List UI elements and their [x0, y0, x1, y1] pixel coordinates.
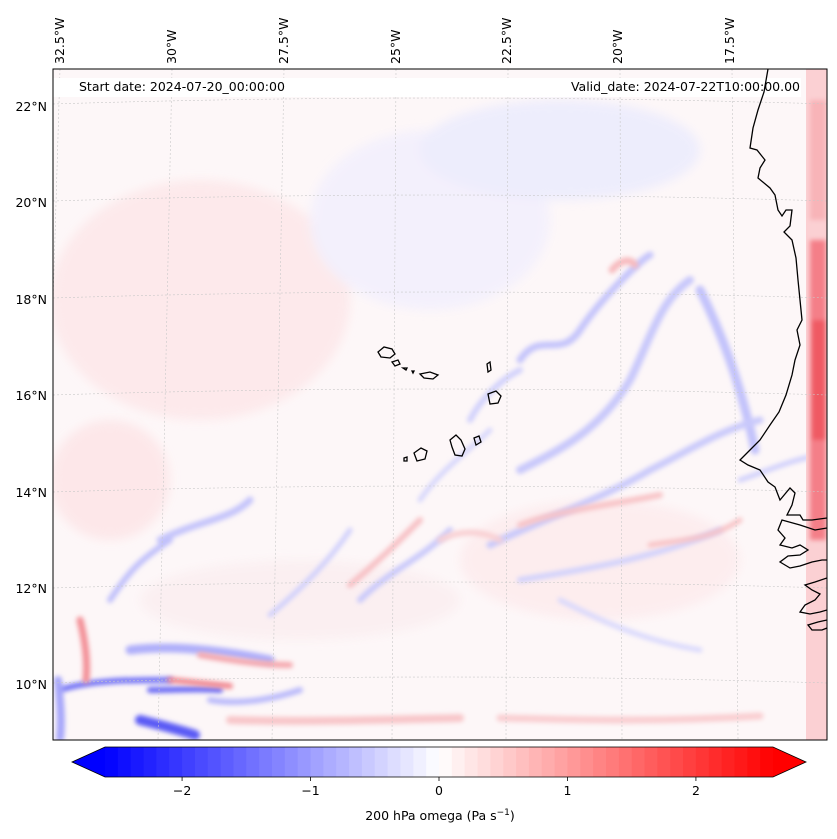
colorbar-cell: [657, 747, 671, 777]
colorbar-tick-label: 2: [692, 783, 700, 798]
colorbar-cell: [477, 747, 491, 777]
colorbar-cell: [541, 747, 556, 777]
colorbar-ticks: −2 −1 0 1 2: [173, 777, 700, 798]
colorbar-cell: [464, 747, 479, 777]
colorbar-cell: [182, 747, 196, 777]
colorbar-cell: [130, 747, 145, 777]
colorbar-cell: [374, 747, 389, 777]
lat-label: 20°N: [15, 195, 47, 210]
colorbar-cell: [297, 747, 312, 777]
colorbar-cell: [670, 747, 684, 777]
colorbar-cell: [169, 747, 183, 777]
colorbar-cell: [439, 747, 453, 777]
colorbar-label: 200 hPa omega (Pa s−1): [365, 808, 515, 823]
colorbar-cell: [567, 747, 581, 777]
colorbar-cell: [310, 747, 324, 777]
colorbar-cells: [105, 747, 774, 777]
lon-label: 22.5°W: [499, 18, 514, 64]
header-band: [53, 78, 801, 97]
colorbar-cell: [220, 747, 235, 777]
colorbar-cell: [246, 747, 260, 777]
colorbar-cell: [400, 747, 414, 777]
colorbar-cell: [516, 747, 530, 777]
start-date-label: Start date: 2024-07-20_00:00:00: [79, 79, 285, 94]
lat-label: 10°N: [15, 677, 47, 692]
colorbar-cell: [451, 747, 466, 777]
map-frame: [52, 68, 828, 741]
colorbar-cell: [284, 747, 299, 777]
colorbar-cell: [143, 747, 157, 777]
colorbar-cell: [105, 747, 119, 777]
colorbar-cell: [580, 747, 594, 777]
colorbar-cell: [323, 747, 337, 777]
colorbar-cell: [503, 747, 517, 777]
colorbar-cell: [156, 747, 170, 777]
colorbar-cell: [695, 747, 710, 777]
colorbar-cell: [721, 747, 736, 777]
lon-label: 17.5°W: [722, 18, 737, 64]
omega-field: [53, 69, 827, 740]
lat-label: 14°N: [15, 485, 47, 500]
colorbar-outline: [71, 746, 807, 778]
lon-label: 20°W: [610, 29, 625, 64]
colorbar-cell: [259, 747, 273, 777]
colorbar-min-extension: [72, 747, 105, 777]
colorbar: −2 −1 0 1 2 200 hPa omega (Pa s−1): [71, 746, 807, 823]
lon-label: 32.5°W: [52, 18, 67, 64]
lat-label: 16°N: [15, 388, 47, 403]
colorbar-cell: [606, 747, 620, 777]
colorbar-cell: [207, 747, 222, 777]
colorbar-max-extension: [773, 747, 806, 777]
colorbar-cell: [528, 747, 543, 777]
colorbar-cell: [336, 747, 350, 777]
colorbar-cell: [349, 747, 363, 777]
valid-date-label: Valid_date: 2024-07-22T10:00:00.00: [571, 79, 800, 94]
colorbar-tick-label: 0: [435, 783, 443, 798]
colorbar-tick-label: −2: [173, 783, 191, 798]
colorbar-cell: [117, 747, 132, 777]
colorbar-cell: [361, 747, 376, 777]
colorbar-tick-label: −1: [301, 783, 319, 798]
colorbar-cell: [233, 747, 247, 777]
colorbar-cell: [426, 747, 440, 777]
colorbar-cell: [554, 747, 569, 777]
colorbar-cell: [413, 747, 427, 777]
colorbar-cell: [194, 747, 209, 777]
colorbar-cell: [734, 747, 748, 777]
colorbar-cell: [618, 747, 633, 777]
lon-label: 30°W: [164, 29, 179, 64]
lat-label: 18°N: [15, 292, 47, 307]
colorbar-cell: [760, 747, 774, 777]
lat-label: 12°N: [15, 581, 47, 596]
colorbar-cell: [490, 747, 504, 777]
africa-coastline: [738, 69, 827, 631]
colorbar-cell: [272, 747, 286, 777]
cabo-verde-islands: [377, 346, 502, 462]
lat-label: 22°N: [15, 99, 47, 114]
latitude-labels: 22°N 20°N 18°N 16°N 14°N 12°N 10°N: [15, 99, 47, 692]
colorbar-cell: [644, 747, 658, 777]
colorbar-cell: [631, 747, 646, 777]
colorbar-cell: [683, 747, 697, 777]
colorbar-tick-label: 1: [563, 783, 571, 798]
colorbar-cell: [593, 747, 607, 777]
colorbar-cell: [387, 747, 402, 777]
longitude-labels: 32.5°W 30°W 27.5°W 25°W 22.5°W 20°W 17.5…: [52, 18, 737, 64]
colorbar-cell: [708, 747, 723, 777]
lon-label: 25°W: [388, 29, 403, 64]
lon-label: 27.5°W: [276, 18, 291, 64]
colorbar-cell: [747, 747, 761, 777]
